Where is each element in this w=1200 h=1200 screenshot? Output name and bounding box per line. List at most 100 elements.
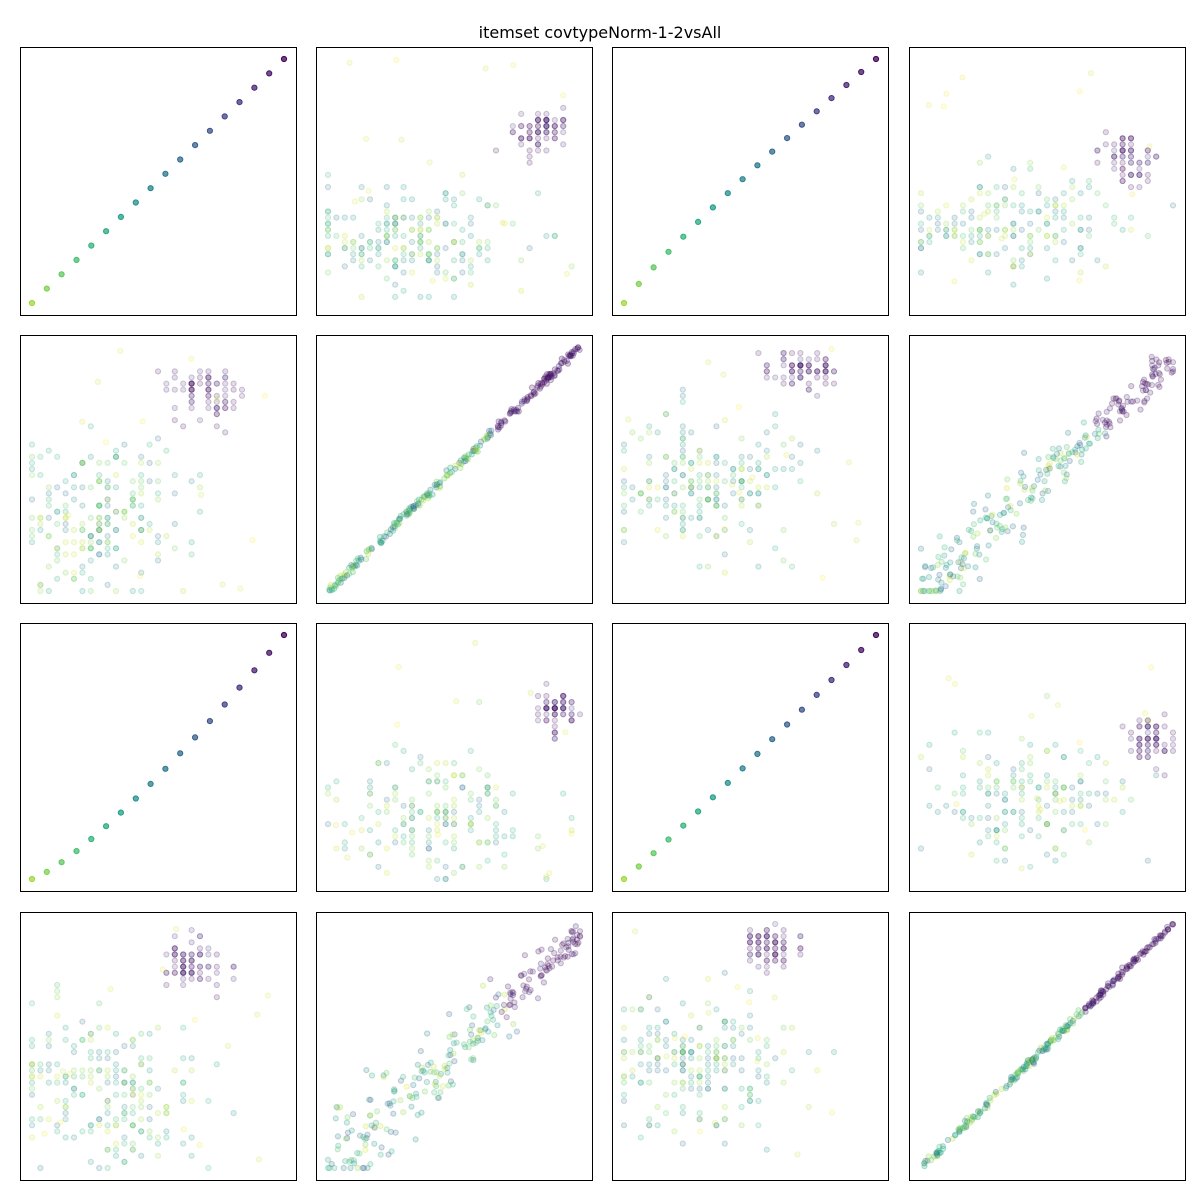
data-point [679, 1079, 686, 1086]
data-point [576, 928, 584, 935]
data-point [1018, 796, 1025, 803]
data-point [397, 1097, 404, 1104]
data-point [772, 933, 779, 940]
data-point [384, 529, 391, 536]
data-point [1020, 1063, 1027, 1071]
data-point [746, 951, 754, 958]
data-point [543, 116, 550, 124]
data-point [79, 563, 86, 570]
data-point [112, 526, 120, 534]
data-point [755, 563, 762, 570]
data-point [926, 214, 933, 221]
data-point [437, 483, 444, 490]
data-point [96, 526, 103, 534]
data-point [1010, 281, 1017, 288]
data-point [1099, 416, 1106, 423]
data-point [937, 587, 944, 595]
data-point [976, 784, 983, 791]
data-point [28, 1061, 36, 1068]
data-point [180, 1091, 187, 1098]
data-point [205, 368, 212, 375]
data-point [87, 423, 94, 430]
data-point [999, 526, 1006, 533]
panel-r1c3 [612, 47, 889, 316]
data-point [1029, 495, 1036, 502]
data-point [391, 521, 398, 528]
data-point [62, 514, 69, 521]
data-point [392, 245, 399, 252]
data-point [1127, 135, 1135, 142]
data-point [163, 1134, 170, 1141]
data-point [341, 238, 348, 246]
data-point [934, 220, 941, 227]
data-point [62, 551, 69, 558]
data-point [442, 863, 449, 870]
data-point [420, 497, 427, 504]
data-point [515, 408, 522, 415]
data-point [1153, 735, 1160, 742]
data-point [551, 232, 558, 239]
data-point [45, 1042, 52, 1050]
data-point [629, 1073, 636, 1080]
data-point [1119, 135, 1126, 142]
data-point [484, 435, 491, 442]
data-point [853, 537, 860, 544]
data-point [1003, 495, 1011, 502]
data-point [662, 453, 670, 460]
data-point [180, 1079, 187, 1086]
data-point [540, 979, 548, 986]
data-point [956, 1125, 963, 1132]
data-point [348, 1127, 355, 1134]
data-point [543, 129, 550, 136]
data-point [414, 1111, 421, 1119]
data-point [104, 1146, 111, 1153]
data-point [400, 257, 407, 264]
data-point [925, 587, 932, 595]
data-point [196, 1141, 203, 1149]
data-point [1147, 389, 1154, 396]
data-point [509, 790, 516, 797]
data-point [780, 927, 787, 934]
data-point [434, 831, 442, 838]
data-point [484, 238, 491, 246]
data-point [974, 530, 981, 537]
data-point [646, 484, 653, 491]
data-point [738, 459, 745, 466]
data-point [358, 245, 365, 252]
data-point [985, 232, 992, 239]
data-point [1095, 426, 1102, 433]
data-point [484, 245, 491, 252]
data-point [560, 123, 567, 130]
data-point [37, 472, 44, 479]
data-point [333, 232, 340, 239]
data-point [188, 380, 195, 387]
data-point [188, 539, 195, 546]
data-point [688, 484, 695, 491]
data-point [947, 571, 954, 578]
data-point [104, 520, 111, 528]
data-point [544, 955, 552, 962]
data-point [510, 62, 517, 69]
data-point [54, 1097, 61, 1105]
data-point [470, 1013, 477, 1020]
data-point [444, 472, 451, 479]
data-point [746, 1024, 754, 1031]
data-point [620, 1006, 628, 1013]
data-point [375, 238, 382, 246]
data-point [872, 55, 880, 63]
data-point [417, 220, 424, 227]
data-point [1050, 453, 1057, 460]
data-point [679, 441, 686, 448]
data-point [408, 238, 416, 246]
data-point [763, 472, 770, 479]
data-point [503, 1014, 510, 1021]
data-point [121, 1079, 128, 1086]
data-point [654, 429, 661, 436]
data-point [138, 526, 145, 534]
data-point [104, 484, 111, 491]
data-point [1052, 808, 1059, 816]
data-point [917, 220, 925, 227]
data-point [392, 796, 399, 803]
data-point [576, 711, 584, 718]
data-point [346, 564, 353, 571]
